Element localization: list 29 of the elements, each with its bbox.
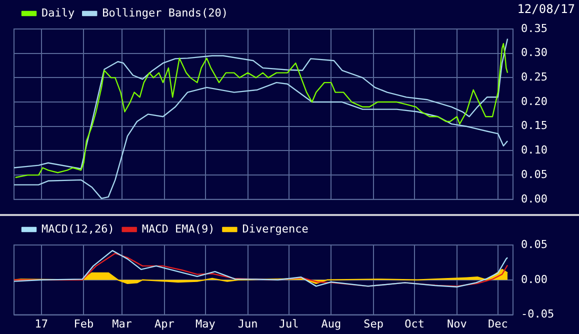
x-tick-label: Jun	[238, 317, 258, 330]
y-tick-label: 0.00	[521, 192, 548, 206]
y-tick-label: -0.05	[521, 308, 554, 321]
x-tick-label: Mar	[112, 317, 132, 330]
x-tick-label: Apr	[154, 317, 175, 330]
x-tick-label: Oct	[404, 317, 425, 330]
y-tick-label: 0.10	[521, 144, 548, 157]
y-tick-label: 0.35	[521, 22, 548, 35]
x-tick-label: Jul	[278, 317, 299, 330]
x-tick-label: Nov	[447, 317, 468, 330]
y-tick-label: 0.05	[521, 238, 548, 251]
y-tick-label: 0.05	[521, 168, 548, 181]
x-tick-label: Feb	[74, 317, 94, 330]
y-tick-label: 0.00	[521, 272, 548, 286]
legend-label: Divergence	[242, 222, 308, 236]
x-tick-label: Dec	[488, 317, 508, 330]
y-tick-label: 0.20	[521, 94, 548, 108]
x-tick-label: May	[195, 317, 216, 330]
y-tick-label: 0.30	[521, 46, 548, 60]
x-tick-label: Sep	[364, 317, 384, 330]
text: 12/08/17	[517, 2, 575, 16]
legend-label: Daily	[42, 6, 75, 20]
y-tick-label: 0.15	[521, 119, 548, 132]
legend-label: MACD EMA(9)	[142, 222, 215, 236]
legend-label: MACD(12,26)	[42, 222, 114, 236]
legend-label: Bollinger Bands(20)	[102, 6, 228, 20]
x-tick-label: 17	[34, 317, 48, 330]
x-tick-label: Aug	[321, 317, 342, 330]
y-tick-label: 0.25	[521, 70, 548, 84]
